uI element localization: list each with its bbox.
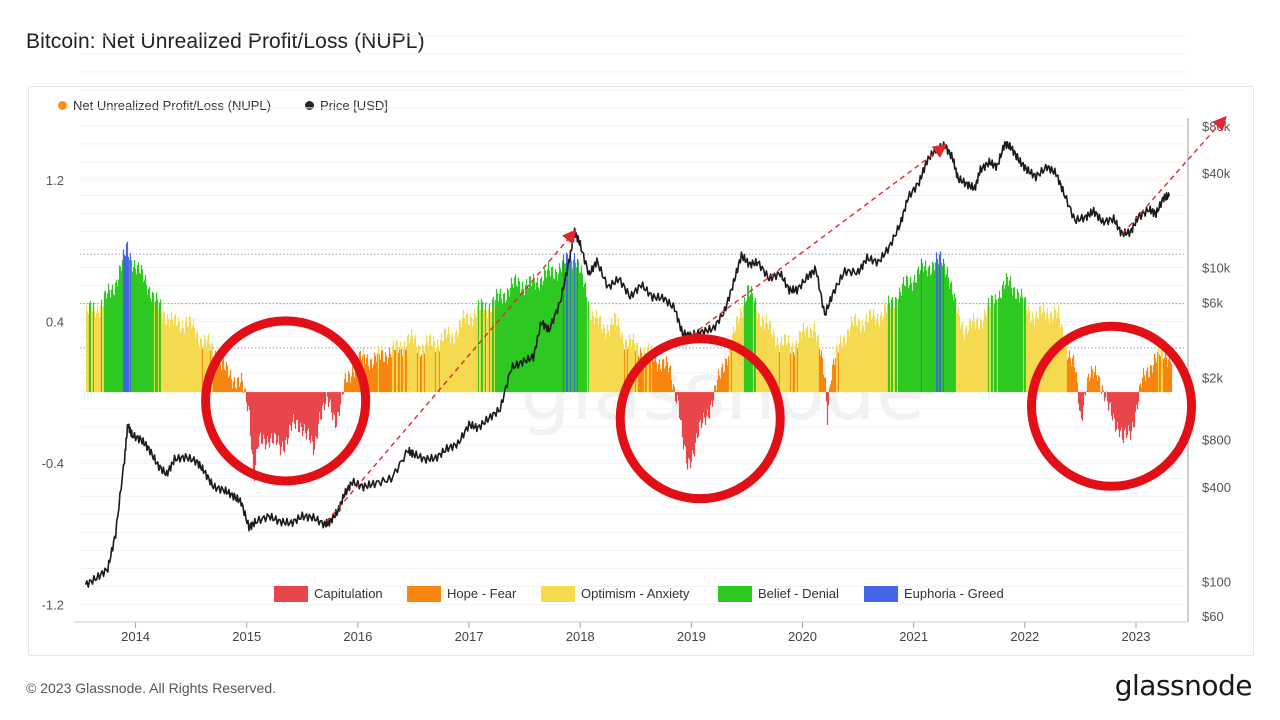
price-line (84, 140, 1171, 588)
annotation-circle (1026, 321, 1197, 491)
legend-label: Euphoria - Greed (904, 586, 1004, 601)
legend-label-nupl: Net Unrealized Profit/Loss (NUPL) (73, 98, 271, 113)
nupl-dot-icon (58, 101, 67, 110)
copyright-text: © 2023 Glassnode. All Rights Reserved. (26, 680, 277, 696)
y-left-tick-label: -1.2 (42, 597, 64, 612)
legend-swatch (274, 586, 308, 602)
x-tick-label: 2023 (1122, 629, 1151, 644)
x-tick-label: 2017 (455, 629, 484, 644)
y-right-tick-label: $2k (1202, 370, 1223, 385)
legend-label: Belief - Denial (758, 586, 839, 601)
x-tick-label: 2021 (899, 629, 928, 644)
x-tick-label: 2018 (566, 629, 595, 644)
legend-swatch (407, 586, 441, 602)
annotation-arrow (326, 229, 577, 523)
legend-item-price[interactable]: Price [USD] (304, 98, 388, 113)
x-tick-label: 2020 (788, 629, 817, 644)
legend-label: Hope - Fear (447, 586, 517, 601)
x-tick-label: 2016 (343, 629, 372, 644)
price-dot-icon (304, 101, 314, 110)
annotation-arrow (690, 143, 948, 336)
legend-label-price: Price [USD] (319, 98, 388, 113)
glassnode-logo: glassnode (1114, 669, 1253, 702)
x-tick-label: 2015 (232, 629, 261, 644)
y-left-tick-label: 0.4 (46, 314, 64, 329)
annotation-circle (615, 334, 785, 504)
legend-label: Optimism - Anxiety (581, 586, 690, 601)
annotation-arrow (1122, 115, 1227, 235)
y-right-tick-label: $400 (1202, 480, 1231, 495)
y-right-tick-label: $6k (1202, 295, 1223, 310)
legend-swatch (541, 586, 575, 602)
y-right-tick-label: $10k (1202, 261, 1231, 276)
legend-label: Capitulation (314, 586, 383, 601)
y-right-tick-label: $80k (1202, 119, 1231, 134)
x-tick-label: 2014 (121, 629, 150, 644)
y-right-tick-label: $60 (1202, 609, 1224, 624)
x-tick-label: 2019 (677, 629, 706, 644)
y-left-tick-label: 1.2 (46, 173, 64, 188)
y-right-tick-label: $100 (1202, 574, 1231, 589)
legend-swatch (718, 586, 752, 602)
top-legend: Net Unrealized Profit/Loss (NUPL) Price … (58, 98, 388, 113)
legend-item-nupl[interactable]: Net Unrealized Profit/Loss (NUPL) (58, 98, 271, 113)
y-left-tick-label: -0.4 (42, 456, 64, 471)
legend-swatch (864, 586, 898, 602)
annotation-circle (201, 316, 371, 486)
y-right-tick-label: $40k (1202, 166, 1231, 181)
y-right-tick-label: $800 (1202, 433, 1231, 448)
x-tick-label: 2022 (1010, 629, 1039, 644)
